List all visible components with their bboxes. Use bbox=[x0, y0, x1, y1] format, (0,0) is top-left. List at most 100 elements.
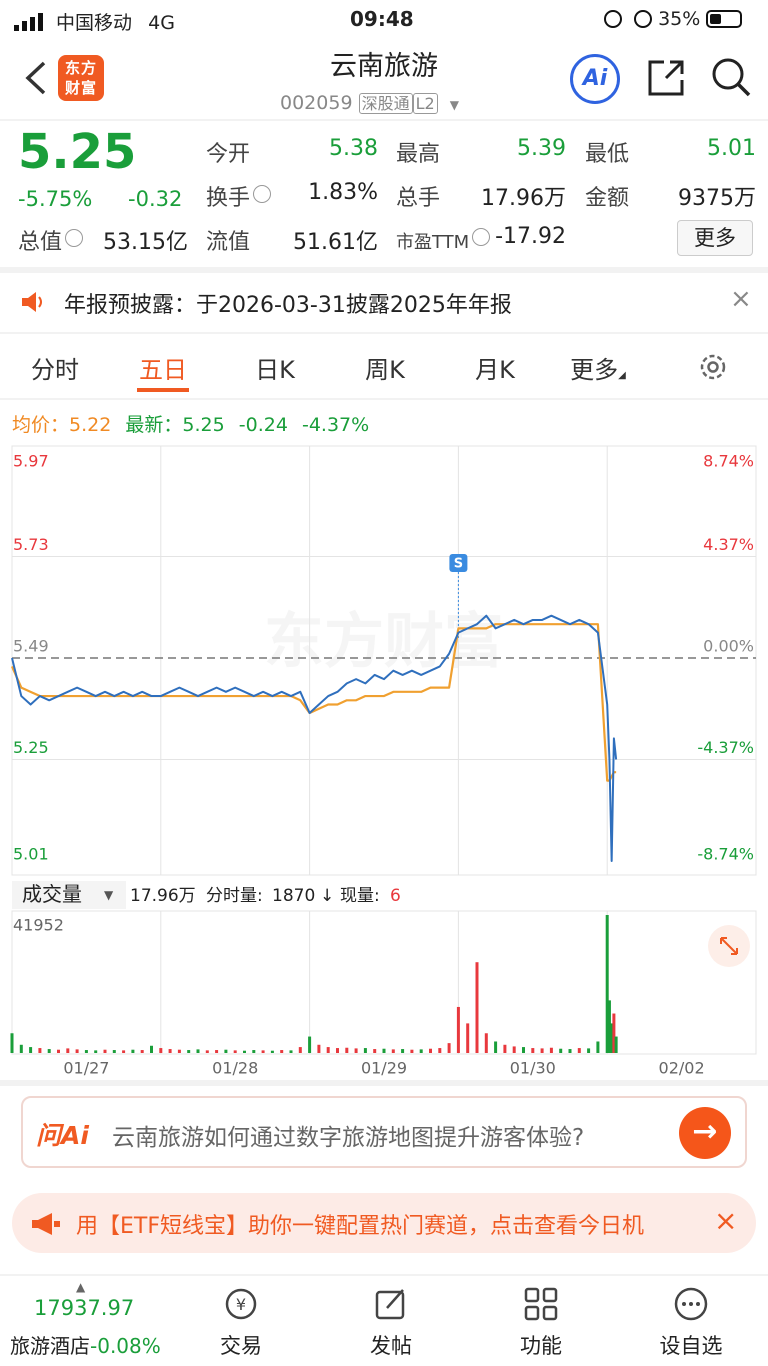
nav-icon[interactable]: ¥ bbox=[223, 1286, 259, 1322]
field-value: 51.61亿 bbox=[293, 230, 378, 255]
more-button[interactable]: 更多 bbox=[677, 220, 753, 256]
y2-tick-label: 0.00% bbox=[703, 637, 754, 656]
volume-bar bbox=[410, 1049, 414, 1053]
tab[interactable]: 日K bbox=[255, 356, 295, 384]
field-label: 市盈TTM bbox=[396, 228, 491, 254]
search-button[interactable] bbox=[710, 56, 752, 98]
event-marker bbox=[449, 554, 468, 572]
nav-icon[interactable] bbox=[523, 1286, 559, 1322]
status-right: 35% bbox=[604, 8, 743, 30]
field-label: 流值 bbox=[206, 230, 251, 255]
nav-label[interactable]: 功能 bbox=[520, 1334, 562, 1358]
nav-icon[interactable] bbox=[373, 1286, 409, 1322]
ad-close[interactable]: × bbox=[714, 1204, 738, 1237]
volume-selector[interactable] bbox=[12, 881, 126, 909]
series-line bbox=[11, 614, 618, 862]
level-tag: L2 bbox=[412, 93, 438, 114]
nav-label[interactable]: 设自选 bbox=[659, 1334, 723, 1358]
tab[interactable]: 五日 bbox=[139, 356, 187, 384]
volume-bar bbox=[354, 1048, 358, 1053]
volume-bar bbox=[419, 1049, 423, 1053]
avg-label: 均价： bbox=[12, 414, 70, 436]
expand-icon bbox=[720, 937, 738, 955]
chart-summary: 均价：5.22 最新：5.25 -0.24 -4.37% bbox=[12, 410, 369, 437]
volume-bar bbox=[252, 1050, 256, 1053]
ai-question-box[interactable] bbox=[21, 1096, 747, 1168]
volume-bar bbox=[401, 1049, 405, 1053]
volume-bar bbox=[612, 1013, 616, 1053]
close-notice[interactable]: × bbox=[730, 284, 752, 314]
volume-info: 17.96万 分时量: 1870 ↓ 现量: 6 bbox=[130, 886, 401, 906]
event-marker-label: S bbox=[454, 557, 463, 572]
tab[interactable]: 周K bbox=[365, 356, 405, 384]
back-button[interactable] bbox=[22, 60, 50, 96]
notice-text[interactable]: 年报预披露：于2026-03-31披露2025年年报 bbox=[64, 293, 512, 318]
ai-question[interactable]: 云南旅游如何通过数字旅游地图提升游客体验? bbox=[112, 1125, 585, 1151]
tick-arrow: ↓ bbox=[320, 886, 334, 906]
carrier: 中国移动 bbox=[56, 12, 133, 34]
series-line bbox=[10, 623, 617, 782]
info-icon[interactable] bbox=[472, 228, 491, 246]
watermark: 东方财富 bbox=[264, 607, 504, 677]
signal-icon bbox=[14, 13, 43, 31]
status-carrier: 中国移动 4G bbox=[14, 8, 175, 35]
y-tick-label: 5.49 bbox=[13, 637, 49, 656]
index-line[interactable]: 旅游酒店-0.08% bbox=[10, 1330, 161, 1359]
share-button[interactable] bbox=[646, 58, 686, 98]
y2-tick-label: -4.37% bbox=[697, 738, 754, 757]
y2-tick-label: -8.74% bbox=[697, 845, 754, 864]
nav-label[interactable]: 发帖 bbox=[370, 1334, 412, 1358]
last-label: 最新： bbox=[125, 414, 183, 436]
volume-total: 17.96万 bbox=[130, 886, 196, 906]
tab[interactable]: 分时 bbox=[31, 356, 79, 384]
avg-value: 5.22 bbox=[69, 414, 112, 436]
volume-bar bbox=[345, 1047, 349, 1053]
volume-bar bbox=[336, 1048, 339, 1053]
index-change: -0.08% bbox=[90, 1334, 161, 1358]
volume-bar bbox=[484, 1033, 488, 1053]
index-name: 旅游酒店 bbox=[10, 1334, 90, 1358]
nav-icon[interactable] bbox=[673, 1286, 709, 1322]
volume-bar bbox=[503, 1044, 507, 1053]
ai-button[interactable]: Ai bbox=[570, 54, 620, 104]
volume-bar bbox=[168, 1049, 172, 1053]
volume-bar bbox=[112, 1050, 116, 1053]
y-tick-label: 5.01 bbox=[13, 845, 49, 864]
volume-label[interactable]: 成交量 bbox=[22, 882, 82, 906]
settings-icon[interactable] bbox=[697, 351, 729, 383]
volume-bar bbox=[447, 1043, 451, 1053]
ai-submit[interactable]: → bbox=[679, 1107, 731, 1159]
nav-label[interactable]: 交易 bbox=[220, 1334, 262, 1358]
stock-title: 云南旅游 bbox=[330, 51, 438, 82]
dropdown-caret[interactable]: ▼ bbox=[449, 98, 459, 112]
tab-underline bbox=[137, 388, 189, 392]
info-icon[interactable] bbox=[253, 185, 272, 203]
svg-text:¥: ¥ bbox=[236, 1295, 246, 1314]
volume-bar bbox=[596, 1041, 600, 1053]
tab[interactable]: 更多◢ bbox=[570, 356, 626, 384]
market-tag: 深股通 bbox=[358, 93, 413, 114]
volume-bar bbox=[196, 1049, 200, 1053]
volume-bar bbox=[131, 1049, 135, 1053]
volume-bar bbox=[568, 1049, 572, 1053]
volume-bar bbox=[512, 1046, 516, 1053]
y2-tick-label: 4.37% bbox=[703, 535, 754, 554]
field-value: 53.15亿 bbox=[103, 230, 188, 255]
ad-banner[interactable] bbox=[12, 1193, 756, 1253]
volume-bar bbox=[122, 1050, 126, 1053]
last-price: 5.25 bbox=[18, 124, 137, 180]
volume-bar bbox=[605, 915, 609, 1053]
x-tick-label: 01/30 bbox=[510, 1059, 556, 1078]
battery: 35% bbox=[658, 8, 701, 30]
volume-bar bbox=[540, 1048, 544, 1053]
last-change: -0.24 bbox=[238, 414, 288, 436]
y-tick-label: 5.97 bbox=[13, 452, 49, 471]
tab[interactable]: 月K bbox=[475, 356, 515, 384]
ad-text[interactable]: 用【ETF短线宝】助你一键配置热门赛道，点击查看今日机 bbox=[76, 1214, 644, 1239]
y2-tick-label: 8.74% bbox=[703, 452, 754, 471]
index-value[interactable]: 17937.97 bbox=[34, 1296, 135, 1320]
nav-icon-svg: ¥ bbox=[225, 1288, 257, 1320]
info-icon[interactable] bbox=[65, 229, 84, 247]
nav-icon-svg bbox=[375, 1289, 405, 1320]
volume-tick-label: 41952 bbox=[13, 916, 64, 935]
